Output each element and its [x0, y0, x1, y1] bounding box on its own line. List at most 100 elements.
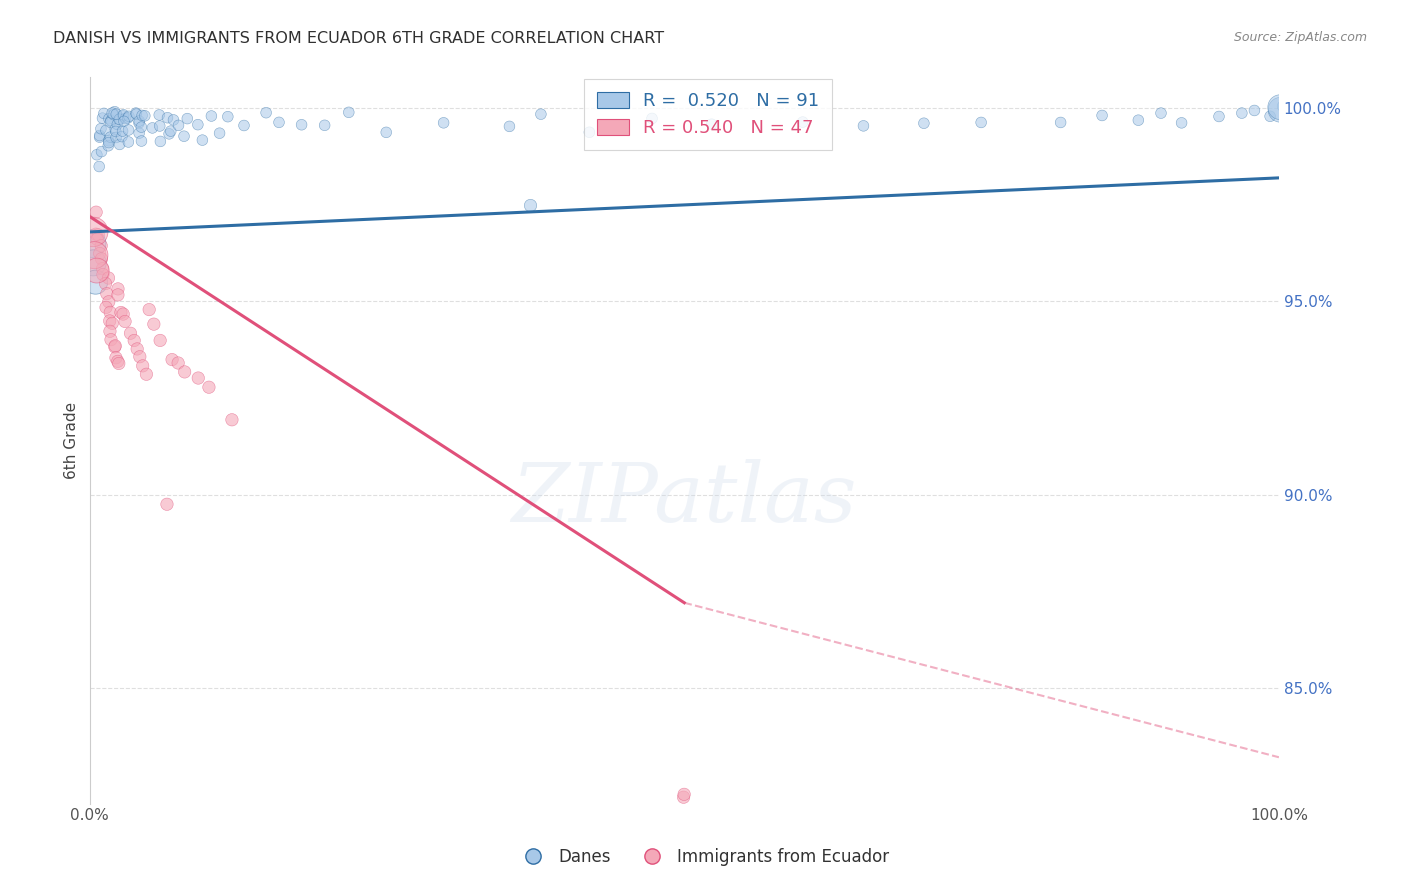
Point — [100, 115, 122, 129]
Point — [107, 282, 129, 296]
Point — [233, 119, 256, 133]
Point — [91, 261, 114, 276]
Point — [83, 248, 105, 262]
Point — [672, 790, 695, 805]
Point — [89, 246, 111, 260]
Point — [93, 106, 115, 120]
Point — [173, 365, 195, 379]
Point — [148, 108, 170, 122]
Point — [673, 788, 696, 802]
Point — [1128, 113, 1150, 128]
Point — [108, 137, 131, 152]
Point — [970, 115, 993, 129]
Point — [1049, 115, 1071, 129]
Point — [112, 114, 135, 128]
Point — [94, 123, 117, 137]
Point — [433, 116, 456, 130]
Point — [156, 111, 179, 125]
Point — [80, 236, 103, 251]
Point — [104, 124, 127, 138]
Point — [125, 107, 148, 121]
Point — [337, 105, 360, 120]
Point — [97, 134, 120, 148]
Point — [157, 127, 180, 141]
Point — [98, 305, 121, 319]
Point — [1270, 100, 1292, 114]
Point — [314, 118, 336, 132]
Point — [96, 286, 118, 301]
Point — [131, 120, 153, 135]
Point — [125, 106, 148, 120]
Legend: R =  0.520   N = 91, R = 0.540   N = 47: R = 0.520 N = 91, R = 0.540 N = 47 — [583, 79, 832, 150]
Point — [97, 294, 120, 309]
Point — [122, 334, 145, 348]
Point — [84, 227, 107, 242]
Point — [104, 104, 127, 119]
Text: DANISH VS IMMIGRANTS FROM ECUADOR 6TH GRADE CORRELATION CHART: DANISH VS IMMIGRANTS FROM ECUADOR 6TH GR… — [53, 31, 665, 46]
Point — [97, 112, 120, 126]
Point — [84, 275, 107, 289]
Legend: Danes, Immigrants from Ecuador: Danes, Immigrants from Ecuador — [510, 842, 896, 873]
Point — [200, 109, 222, 123]
Point — [254, 105, 277, 120]
Point — [208, 126, 231, 140]
Point — [94, 277, 117, 291]
Point — [141, 120, 163, 135]
Point — [111, 124, 134, 138]
Point — [110, 305, 132, 319]
Point — [792, 115, 814, 129]
Point — [217, 110, 239, 124]
Point — [100, 130, 122, 145]
Point — [118, 109, 141, 123]
Point — [221, 413, 243, 427]
Point — [94, 301, 117, 315]
Point — [267, 115, 290, 129]
Point — [162, 112, 184, 127]
Point — [700, 117, 723, 131]
Point — [86, 232, 108, 246]
Point — [120, 326, 142, 341]
Point — [912, 116, 935, 130]
Point — [114, 314, 136, 328]
Point — [117, 111, 139, 125]
Point — [1243, 103, 1265, 118]
Point — [149, 334, 172, 348]
Point — [104, 339, 127, 353]
Point — [290, 118, 312, 132]
Point — [138, 302, 160, 317]
Point — [1270, 103, 1292, 117]
Point — [134, 109, 156, 123]
Point — [103, 107, 125, 121]
Point — [142, 317, 165, 331]
Point — [187, 371, 209, 385]
Point — [1271, 99, 1294, 113]
Point — [101, 316, 124, 330]
Y-axis label: 6th Grade: 6th Grade — [65, 402, 79, 479]
Point — [112, 307, 135, 321]
Text: Source: ZipAtlas.com: Source: ZipAtlas.com — [1233, 31, 1367, 45]
Point — [107, 288, 129, 302]
Point — [167, 119, 190, 133]
Point — [375, 125, 398, 139]
Point — [104, 340, 127, 354]
Point — [114, 112, 136, 126]
Point — [98, 324, 121, 338]
Point — [104, 351, 127, 365]
Point — [108, 112, 131, 126]
Point — [82, 256, 104, 270]
Point — [89, 128, 111, 143]
Point — [173, 129, 195, 144]
Point — [84, 205, 107, 219]
Point — [98, 314, 121, 328]
Point — [90, 252, 112, 266]
Point — [128, 114, 150, 128]
Point — [104, 122, 127, 136]
Point — [108, 112, 131, 127]
Point — [100, 113, 122, 128]
Point — [97, 271, 120, 285]
Point — [1230, 106, 1253, 120]
Point — [128, 126, 150, 140]
Point — [101, 106, 124, 120]
Point — [90, 238, 112, 252]
Point — [97, 136, 120, 150]
